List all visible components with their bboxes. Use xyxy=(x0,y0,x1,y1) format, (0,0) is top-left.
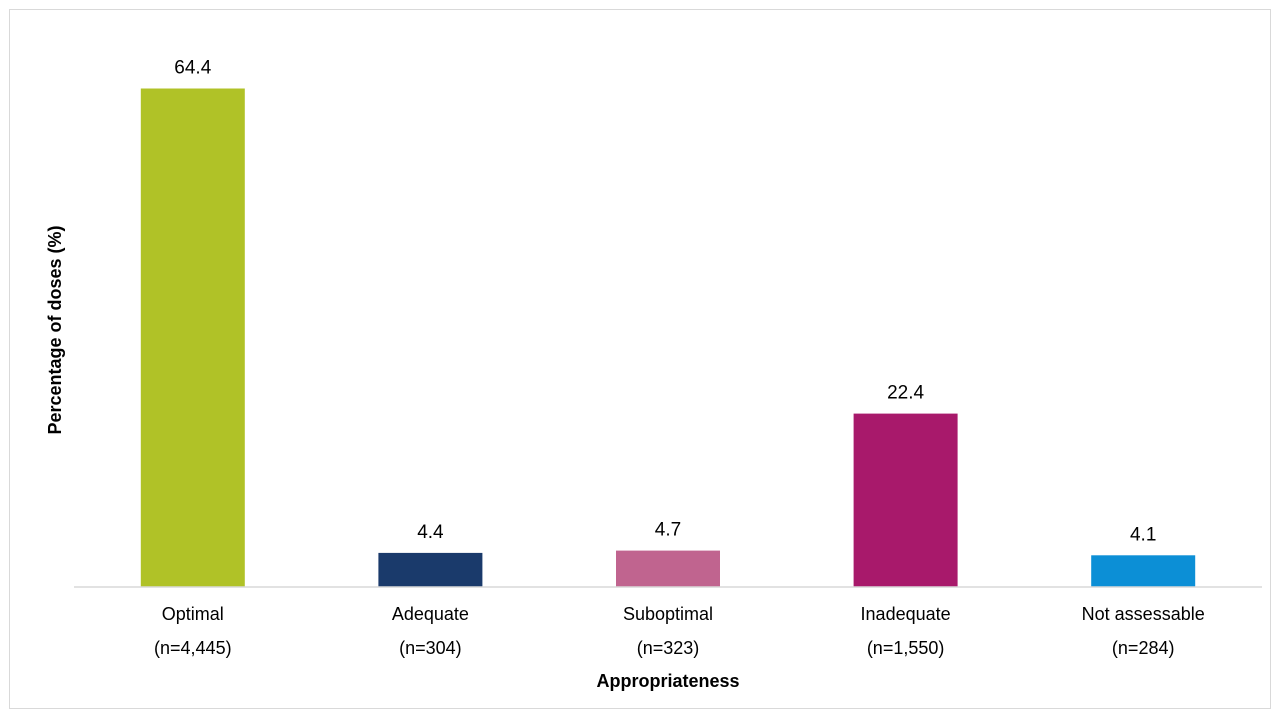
x-tick-label-count: (n=4,445) xyxy=(154,638,232,658)
bar-suboptimal xyxy=(616,550,720,587)
data-label-suboptimal: 4.7 xyxy=(655,520,681,541)
x-tick-label-name: Optimal xyxy=(162,604,224,624)
bar-adequate xyxy=(378,552,483,587)
data-label-inadequate: 22.4 xyxy=(887,383,924,404)
x-tick-label-name: Suboptimal xyxy=(623,604,713,624)
x-tick-label-count: (n=323) xyxy=(637,638,700,658)
x-tick-label-name: Not assessable xyxy=(1082,604,1205,624)
x-tick-label-count: (n=1,550) xyxy=(867,638,945,658)
x-axis-title: Appropriateness xyxy=(596,671,739,691)
x-tick-label-not-assessable: Not assessable (n=284) xyxy=(1082,604,1205,658)
bar-inadequate xyxy=(853,413,958,587)
data-label-optimal: 64.4 xyxy=(174,58,211,79)
x-tick-label-name: Inadequate xyxy=(861,604,951,624)
x-tick-label-count: (n=304) xyxy=(399,638,462,658)
x-tick-label-name: Adequate xyxy=(392,604,469,624)
x-tick-label-optimal: Optimal (n=4,445) xyxy=(154,604,232,658)
labels-layer: 64.4 4.4 4.7 22.4 4.1 xyxy=(174,58,1156,546)
x-tick-label-suboptimal: Suboptimal (n=323) xyxy=(623,604,713,658)
data-label-adequate: 4.4 xyxy=(417,522,444,543)
y-axis-title: Percentage of doses (%) xyxy=(45,225,65,434)
bar-not-assessable xyxy=(1091,555,1196,587)
x-tick-label-inadequate: Inadequate (n=1,550) xyxy=(861,604,951,658)
x-tick-label-count: (n=284) xyxy=(1112,638,1175,658)
bars-layer xyxy=(140,88,1196,587)
x-tick-label-adequate: Adequate (n=304) xyxy=(392,604,469,658)
data-label-not-assessable: 4.1 xyxy=(1130,524,1156,545)
x-tick-labels: Optimal (n=4,445) Adequate (n=304) Suboptima… xyxy=(154,604,1205,658)
bar-optimal xyxy=(140,88,245,587)
